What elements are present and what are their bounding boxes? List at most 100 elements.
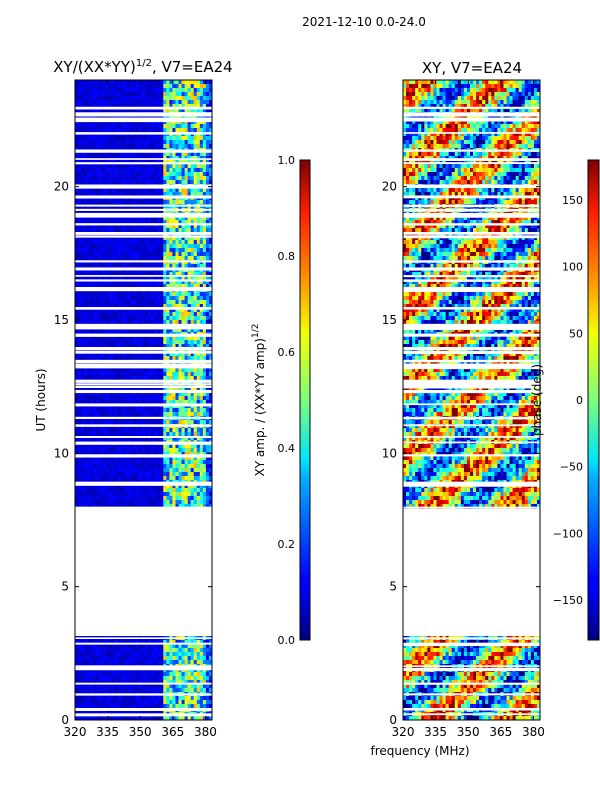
heatmap-cell: [90, 468, 94, 473]
heatmap-cell: [132, 452, 137, 457]
heatmap-cell: [102, 228, 106, 233]
heatmap-cell: [117, 432, 122, 437]
heatmap-cell: [132, 124, 137, 129]
heatmap-cell: [154, 308, 158, 313]
heatmap-cell: [90, 92, 94, 97]
heatmap-cell: [151, 476, 155, 481]
heatmap-cell: [169, 224, 173, 229]
heatmap-cell: [138, 400, 143, 405]
heatmap-cell: [166, 92, 170, 97]
heatmap-cell: [99, 224, 103, 229]
heatmap-cell: [81, 344, 85, 349]
heatmap-cell: [202, 304, 207, 309]
heatmap-cell: [120, 328, 125, 333]
heatmap-cell: [117, 164, 122, 169]
heatmap-cell: [108, 396, 112, 401]
heatmap-cell: [138, 128, 143, 133]
heatmap-cell: [163, 392, 167, 397]
heatmap-cell: [117, 292, 122, 297]
heatmap-cell: [123, 96, 128, 101]
heatmap-cell: [208, 172, 213, 177]
heatmap-cell: [202, 476, 207, 481]
heatmap-cell: [117, 128, 122, 133]
heatmap-cell: [99, 452, 103, 457]
heatmap-cell: [132, 304, 137, 309]
heatmap-cell: [181, 188, 185, 193]
heatmap-cell: [160, 452, 164, 457]
heatmap-cell: [145, 272, 149, 277]
heatmap-cell: [187, 648, 192, 653]
heatmap-cell: [202, 128, 207, 133]
heatmap-cell: [120, 352, 125, 357]
heatmap-cell: [111, 312, 115, 317]
heatmap-cell: [120, 88, 125, 93]
heatmap-cell: [208, 136, 213, 141]
heatmap-cell: [193, 80, 198, 85]
heatmap-cell: [184, 284, 189, 289]
heatmap-cell: [166, 164, 170, 169]
heatmap-cell: [208, 644, 213, 649]
heatmap-cell: [163, 484, 167, 489]
heatmap-cell: [123, 144, 128, 149]
heatmap-cell: [178, 252, 182, 257]
heatmap-cell: [190, 284, 195, 289]
heatmap-cell: [148, 396, 152, 401]
heatmap-cell: [138, 396, 143, 401]
heatmap-cell: [190, 408, 195, 413]
heatmap-cell: [108, 464, 112, 469]
heatmap-cell: [105, 400, 109, 405]
heatmap-cell: [196, 96, 201, 101]
heatmap-cell: [145, 432, 149, 437]
heatmap-cell: [148, 180, 152, 185]
heatmap-cell: [81, 296, 85, 301]
heatmap-cell: [135, 316, 140, 321]
heatmap-cell: [81, 400, 85, 405]
heatmap-cell: [99, 328, 103, 333]
heatmap-cell: [178, 392, 182, 397]
heatmap-cell: [96, 300, 100, 305]
heatmap-cell: [196, 340, 201, 345]
heatmap-cell: [184, 216, 189, 221]
heatmap-cell: [172, 496, 176, 501]
heatmap-cell: [184, 272, 189, 277]
heatmap-cell: [84, 216, 88, 221]
heatmap-cell: [90, 280, 94, 285]
heatmap-cell: [126, 120, 131, 125]
heatmap-cell: [157, 472, 161, 477]
heatmap-cell: [132, 92, 137, 97]
heatmap-cell: [117, 248, 122, 253]
heatmap-cell: [145, 188, 149, 193]
heatmap-cell: [87, 104, 91, 109]
heatmap-cell: [160, 472, 164, 477]
heatmap-cell: [141, 376, 146, 381]
heatmap-cell: [160, 228, 164, 233]
heatmap-cell: [117, 304, 122, 309]
heatmap-cell: [154, 100, 158, 105]
heatmap-cell: [169, 92, 173, 97]
heatmap-cell: [108, 408, 112, 413]
heatmap-cell: [205, 340, 210, 345]
heatmap-cell: [172, 172, 176, 177]
heatmap-cell: [190, 176, 195, 181]
heatmap-cell: [199, 228, 204, 233]
heatmap-cell: [114, 120, 119, 125]
heatmap-cell: [129, 460, 134, 465]
heatmap-cell: [90, 228, 94, 233]
heatmap-cell: [187, 644, 192, 649]
heatmap-cell: [78, 264, 82, 269]
heatmap-cell: [172, 240, 176, 245]
heatmap-cell: [157, 452, 161, 457]
heatmap-cell: [102, 80, 106, 85]
heatmap-cell: [129, 120, 134, 125]
heatmap-cell: [151, 412, 155, 417]
heatmap-cell: [148, 188, 152, 193]
heatmap-cell: [205, 412, 210, 417]
heatmap-cell: [202, 292, 207, 297]
heatmap-cell: [205, 228, 210, 233]
heatmap-cell: [123, 456, 128, 461]
heatmap-cell: [108, 180, 112, 185]
heatmap-cell: [138, 320, 143, 325]
heatmap-cell: [148, 296, 152, 301]
heatmap-cell: [199, 444, 204, 449]
heatmap-cell: [154, 340, 158, 345]
